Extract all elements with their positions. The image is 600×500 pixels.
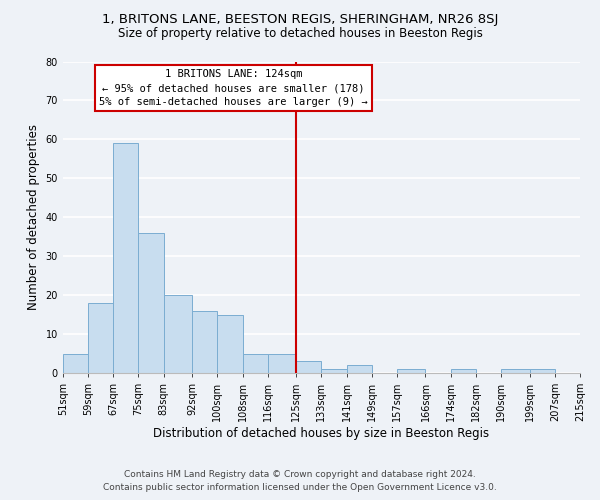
Bar <box>113 144 139 373</box>
Bar <box>268 354 296 373</box>
X-axis label: Distribution of detached houses by size in Beeston Regis: Distribution of detached houses by size … <box>154 427 490 440</box>
Bar <box>530 369 555 373</box>
Bar <box>88 303 113 373</box>
Text: Size of property relative to detached houses in Beeston Regis: Size of property relative to detached ho… <box>118 28 482 40</box>
Bar <box>217 314 242 373</box>
Y-axis label: Number of detached properties: Number of detached properties <box>27 124 40 310</box>
Bar <box>192 310 217 373</box>
Bar <box>501 369 530 373</box>
Bar <box>242 354 268 373</box>
Bar <box>164 295 192 373</box>
Bar <box>296 362 322 373</box>
Text: Contains HM Land Registry data © Crown copyright and database right 2024.
Contai: Contains HM Land Registry data © Crown c… <box>103 470 497 492</box>
Bar <box>139 233 164 373</box>
Bar <box>347 366 372 373</box>
Text: 1 BRITONS LANE: 124sqm
← 95% of detached houses are smaller (178)
5% of semi-det: 1 BRITONS LANE: 124sqm ← 95% of detached… <box>99 70 368 108</box>
Bar <box>63 354 88 373</box>
Bar <box>397 369 425 373</box>
Bar <box>322 369 347 373</box>
Text: 1, BRITONS LANE, BEESTON REGIS, SHERINGHAM, NR26 8SJ: 1, BRITONS LANE, BEESTON REGIS, SHERINGH… <box>102 12 498 26</box>
Bar <box>451 369 476 373</box>
